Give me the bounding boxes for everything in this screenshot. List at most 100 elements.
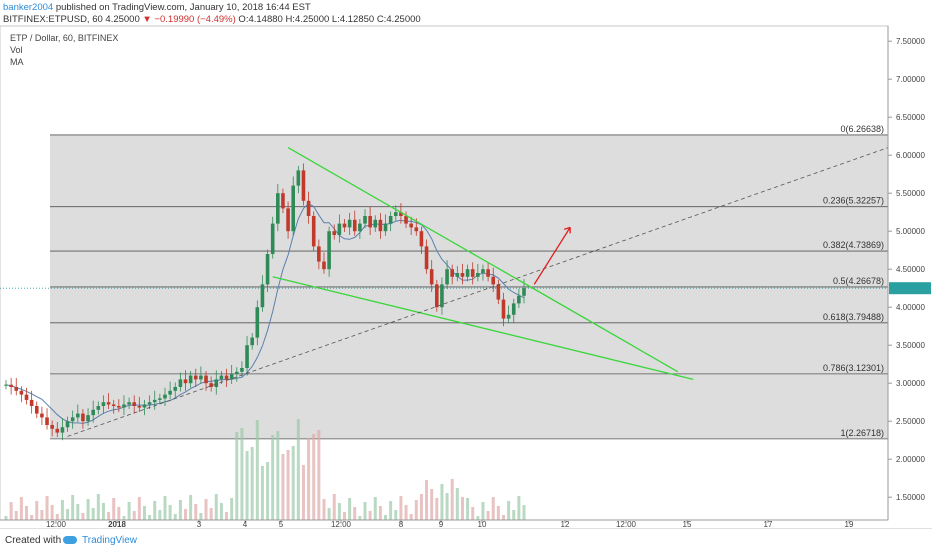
- candle-body: [234, 371, 239, 375]
- volume-bar: [301, 465, 305, 520]
- candle-body: [399, 212, 403, 216]
- y-tick-label: 7.00000: [896, 75, 925, 84]
- volume-bar: [66, 509, 70, 520]
- price-change: ▼ −0.19990 (−4.49%): [142, 14, 236, 25]
- candle-body: [506, 314, 511, 319]
- candle-body: [81, 413, 85, 422]
- volume-bar: [271, 435, 275, 520]
- volume-bar: [199, 513, 203, 520]
- publish-info: banker2004 published on TradingView.com,…: [3, 2, 311, 13]
- volume-bar: [101, 503, 105, 520]
- candle-body: [322, 261, 326, 270]
- candle-body: [291, 185, 296, 232]
- volume-bar: [142, 506, 146, 520]
- ohlc-values: O:4.14880 H:4.25000 L:4.12850 C:4.25000: [235, 14, 421, 25]
- volume-bar: [327, 508, 331, 520]
- y-tick-label: 4.50000: [896, 265, 925, 274]
- candle-body: [122, 404, 126, 408]
- candle-body: [347, 219, 352, 228]
- volume-bar: [266, 462, 270, 520]
- volume-bar: [291, 446, 295, 520]
- legend-symbol: ETP / Dollar, 60, BITFINEX: [10, 33, 119, 43]
- x-tick-label: 12:00: [46, 520, 67, 528]
- x-tick-label: 15: [683, 520, 692, 528]
- volume-bar: [322, 499, 326, 520]
- volume-bar: [35, 501, 39, 520]
- y-tick-label: 5.00000: [896, 227, 925, 236]
- created-with-text: Created with: [5, 535, 62, 546]
- candle-body: [204, 375, 208, 384]
- volume-bar: [404, 505, 408, 520]
- volume-bar: [286, 450, 290, 520]
- volume-bar: [496, 506, 500, 520]
- volume-bar: [91, 508, 95, 520]
- symbol-info: BITFINEX:ETPUSD, 60 4.25000 ▼ −0.19990 (…: [3, 14, 421, 25]
- volume-bar: [342, 512, 346, 520]
- candle-body: [270, 223, 275, 254]
- candle-body: [34, 406, 39, 414]
- volume-bar: [168, 505, 172, 520]
- fib-level-label: 0.236(5.32257): [823, 196, 884, 206]
- candle-body: [352, 219, 357, 232]
- candle-body: [240, 368, 244, 372]
- volume-bar: [204, 499, 208, 520]
- candle-body: [486, 269, 490, 277]
- candle-body: [522, 288, 526, 296]
- volume-bar: [409, 514, 413, 520]
- candle-body: [429, 269, 434, 285]
- footer: Created with TradingView: [0, 528, 932, 551]
- volume-bar: [435, 498, 439, 520]
- volume-bar: [76, 504, 80, 520]
- candle-body: [260, 284, 265, 308]
- candle-body: [296, 170, 301, 186]
- volume-bar: [132, 511, 136, 520]
- volume-bar: [419, 494, 423, 520]
- price-chart[interactable]: 0(6.26638) 0.236(5.32257) 0.382(4.73869) 0.…: [0, 0, 932, 528]
- candle-body: [255, 307, 260, 338]
- tradingview-brand[interactable]: TradingView: [82, 535, 138, 546]
- candle-body: [470, 269, 475, 277]
- volume-bar: [460, 497, 464, 520]
- volume-bar: [81, 513, 85, 520]
- fib-level-label: 0.618(3.79488): [823, 312, 884, 322]
- candle-body: [50, 425, 54, 429]
- x-tick-label: 2018: [108, 520, 126, 528]
- volume-bar: [353, 507, 357, 520]
- volume-bar: [137, 497, 141, 520]
- candle-body: [173, 387, 178, 391]
- candle-body: [224, 375, 229, 380]
- author-link[interactable]: banker2004: [3, 2, 54, 13]
- volume-bar: [317, 430, 321, 520]
- candle-body: [414, 227, 419, 232]
- volume-bar: [50, 505, 54, 520]
- volume-bar: [255, 420, 259, 520]
- candle-body: [281, 193, 285, 209]
- x-tick-label: 5: [279, 520, 284, 528]
- candle-body: [132, 402, 137, 406]
- candle-body: [29, 399, 34, 406]
- candle-body: [511, 303, 516, 315]
- x-tick-label: 12:00: [331, 520, 352, 528]
- candle-body: [188, 375, 193, 384]
- candle-body: [86, 415, 90, 422]
- volume-bar: [112, 498, 116, 520]
- y-tick-label: 7.50000: [896, 37, 925, 46]
- volume-bar: [148, 515, 152, 520]
- volume-bar: [440, 484, 444, 520]
- volume-bar: [30, 515, 34, 520]
- candle-body: [193, 375, 198, 380]
- volume-bar: [337, 503, 341, 520]
- volume-bar: [117, 507, 121, 520]
- volume-bar: [476, 516, 480, 520]
- candle-body: [219, 375, 224, 380]
- candle-body: [142, 404, 147, 408]
- candle-body: [178, 379, 183, 387]
- volume-bar: [40, 510, 44, 520]
- volume-bar: [445, 493, 449, 520]
- fib-level-label: 0.5(4.26678): [833, 276, 884, 286]
- volume-bar: [384, 515, 388, 520]
- candle-body: [4, 384, 8, 386]
- candle-body: [409, 223, 413, 228]
- candle-body: [327, 231, 331, 270]
- volume-bar: [507, 501, 511, 520]
